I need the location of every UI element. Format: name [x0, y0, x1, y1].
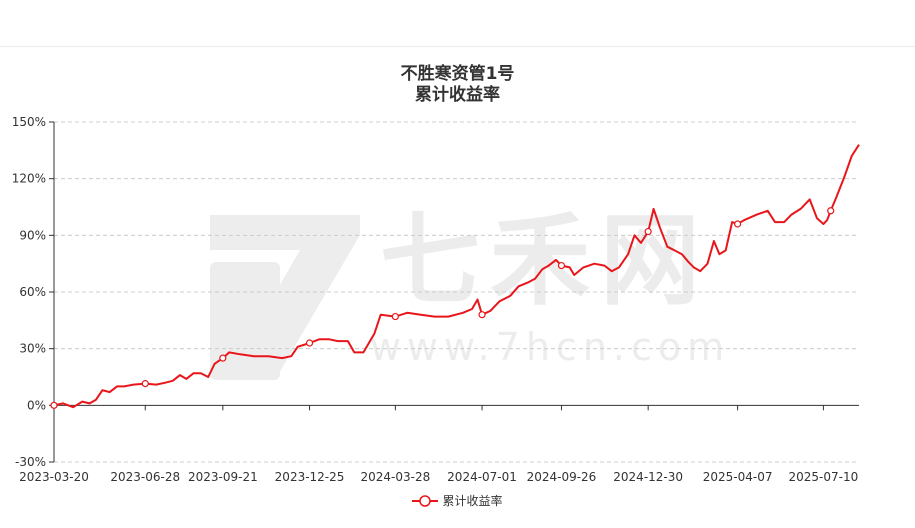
y-tick-label: 150% [12, 115, 46, 129]
x-tick-label: 2025-07-10 [789, 470, 859, 484]
x-tick-label: 2025-04-07 [703, 470, 773, 484]
y-tick-label: 30% [19, 342, 46, 356]
data-point [827, 207, 835, 215]
top-divider [0, 46, 915, 47]
data-point [141, 380, 149, 388]
y-tick-label: 60% [19, 285, 46, 299]
x-tick-label: 2023-12-25 [275, 470, 345, 484]
x-tick-label: 2024-07-01 [447, 470, 517, 484]
x-axis: 2023-03-20 2023-06-28 2023-09-21 2023-12-25… [19, 404, 859, 484]
y-tick-label: 0% [27, 398, 46, 412]
data-point [50, 401, 58, 409]
series-line [53, 144, 860, 409]
x-tick-label: 2024-09-26 [527, 470, 597, 484]
data-point [478, 311, 486, 319]
x-tick-label: 2024-03-28 [360, 470, 430, 484]
data-point [219, 354, 227, 362]
y-tick-label: 120% [12, 172, 46, 186]
grid-lines [54, 121, 859, 463]
x-tick-label: 2024-12-30 [613, 470, 683, 484]
data-point [734, 220, 742, 228]
y-tick-label: -30% [15, 455, 46, 469]
y-axis: 150% 120% 90% 60% 30% 0% -30% [12, 115, 55, 469]
chart-subtitle: 累计收益率 [415, 85, 500, 105]
chart-title: 不胜寒资管1号 [400, 64, 515, 84]
legend-line-circle-icon [412, 494, 439, 507]
data-point [557, 261, 566, 270]
data-point [305, 339, 314, 347]
legend-label: 累计收益率 [442, 494, 503, 508]
x-tick-label: 2023-03-20 [19, 470, 89, 484]
legend[interactable]: 累计收益率 [0, 492, 915, 511]
series-layer [50, 144, 860, 409]
x-tick-label: 2023-06-28 [110, 470, 180, 484]
data-point [391, 312, 399, 321]
y-tick-label: 90% [19, 228, 46, 242]
x-tick-label: 2023-09-21 [188, 470, 258, 484]
data-point [644, 227, 652, 236]
